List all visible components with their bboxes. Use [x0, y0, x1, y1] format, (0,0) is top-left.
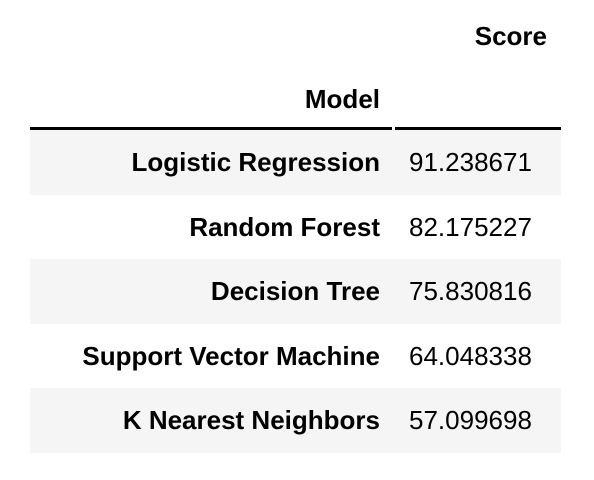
model-index-header: Model [304, 84, 380, 114]
score-cell: 64.048338 [409, 340, 532, 371]
score-cell: 91.238671 [409, 147, 532, 178]
model-name-cell: Support Vector Machine [82, 340, 380, 371]
model-name-cell: Logistic Regression [131, 147, 381, 178]
header-divider [30, 127, 561, 130]
dataframe-table: Score Model Logistic Regression 91.23867… [30, 0, 561, 453]
score-cell: 75.830816 [409, 276, 532, 307]
score-cell: 57.099698 [409, 405, 532, 436]
table-body: Logistic Regression 91.238671 Random For… [30, 130, 561, 453]
header-divider-index [30, 127, 392, 130]
score-column-header: Score [474, 21, 547, 51]
score-cell: 82.175227 [409, 211, 532, 242]
table-row: K Nearest Neighbors 57.099698 [30, 388, 561, 453]
model-name-cell: Decision Tree [210, 276, 380, 307]
model-name-cell: K Nearest Neighbors [122, 405, 380, 436]
table-row: Decision Tree 75.830816 [30, 259, 561, 324]
table-row: Support Vector Machine 64.048338 [30, 324, 561, 389]
model-name-cell: Random Forest [189, 211, 380, 242]
header-divider-values [395, 127, 561, 130]
table-row: Logistic Regression 91.238671 [30, 130, 561, 195]
table-row: Random Forest 82.175227 [30, 195, 561, 260]
column-header-row: Score Model [30, 0, 561, 112]
